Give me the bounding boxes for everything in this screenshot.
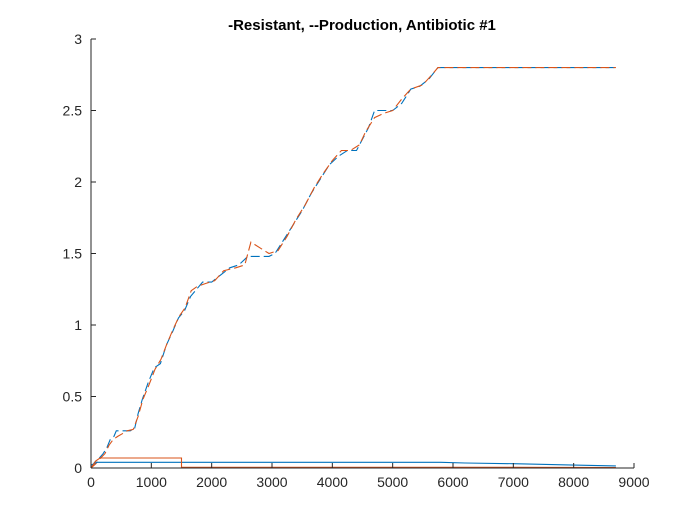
y-tick-label: 2 xyxy=(74,174,82,190)
y-tick-label: 2.5 xyxy=(63,103,83,119)
x-tick-label: 2000 xyxy=(196,474,227,490)
x-tick-label: 8000 xyxy=(558,474,589,490)
x-tick-label: 7000 xyxy=(498,474,529,490)
x-tick-label: 5000 xyxy=(377,474,408,490)
y-tick-label: 0 xyxy=(74,460,82,476)
chart-title: -Resistant, --Production, Antibiotic #1 xyxy=(228,17,496,34)
y-tick-label: 3 xyxy=(74,31,82,47)
y-tick-label: 0.5 xyxy=(63,389,83,405)
x-tick-label: 9000 xyxy=(618,474,649,490)
axes-layer: 0 1000 2000 3000 4000 5000 6000 7000 8000 9000 0 0.… xyxy=(63,31,650,490)
x-tick-label: 1000 xyxy=(136,474,167,490)
x-tick-label: 0 xyxy=(87,474,95,490)
x-tick-label: 4000 xyxy=(317,474,348,490)
series-line-2 xyxy=(90,67,616,469)
x-tick-label: 6000 xyxy=(437,474,468,490)
y-tick-label: 1 xyxy=(74,317,82,333)
y-tick-label: 1.5 xyxy=(63,246,83,262)
x-tick-label: 3000 xyxy=(256,474,287,490)
plot-area xyxy=(91,39,634,468)
